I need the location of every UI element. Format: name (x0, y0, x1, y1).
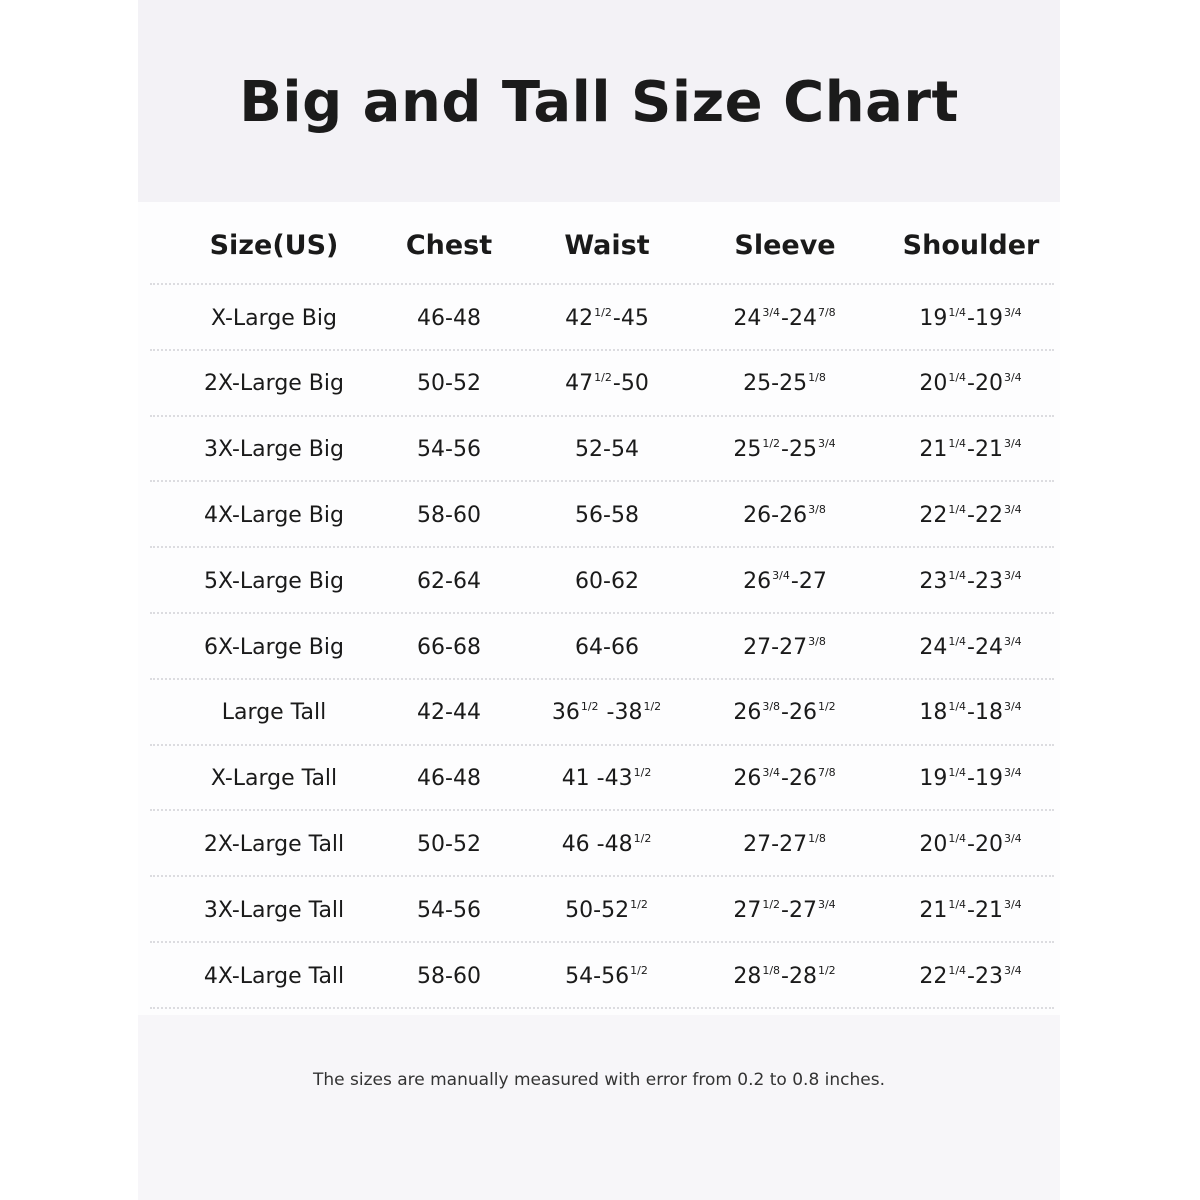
row-divider (150, 941, 1054, 943)
cell-shoulder: 211/4-213/4 (919, 897, 1022, 923)
cell-sleeve: 263/4-267/8 (733, 766, 836, 792)
table-row: X-Large Big 46-48 421/2-45 243/4-247/8 191/4… (150, 285, 1054, 351)
cell-shoulder: 221/4-233/4 (919, 963, 1022, 989)
size-chart-card: Big and Tall Size Chart Size(US) Chest Wai… (138, 0, 1060, 1200)
cell-chest: 58-60 (417, 502, 481, 528)
cell-shoulder: 231/4-233/4 (919, 568, 1022, 594)
row-divider (150, 677, 1054, 680)
table-row: 3X-Large Big 54-56 52-54 251/2-253/4 211/4-2… (150, 417, 1054, 483)
row-divider (150, 1006, 1054, 1009)
cell-shoulder: 241/4-243/4 (919, 634, 1022, 660)
header-band: Big and Tall Size Chart (138, 0, 1060, 202)
table-row: 6X-Large Big 66-68 64-66 27-273/8 241/4-243/… (150, 614, 1054, 680)
table-row: Large Tall 42-44 361/2 -381/2 263/8-261/2 18… (150, 680, 1054, 746)
page-title: Big and Tall Size Chart (239, 70, 959, 135)
cell-shoulder: 191/4-193/4 (919, 766, 1022, 792)
cell-chest: 58-60 (417, 963, 481, 989)
footnote: The sizes are manually measured with err… (312, 1070, 885, 1090)
cell-size: 4X-Large Big (204, 502, 344, 528)
cell-sleeve: 27-271/8 (743, 831, 826, 857)
cell-waist: 361/2 -381/2 (551, 700, 662, 726)
cell-chest: 54-56 (417, 897, 481, 923)
cell-shoulder: 201/4-203/4 (919, 831, 1022, 857)
cell-waist: 41 -431/2 (561, 766, 652, 792)
table-row: 4X-Large Big 58-60 56-58 26-263/8 221/4-223/… (150, 482, 1054, 548)
cell-size: Large Tall (221, 700, 327, 726)
column-header-size: Size(US) (209, 229, 339, 261)
cell-waist: 60-62 (575, 568, 639, 594)
cell-shoulder: 221/4-223/4 (919, 502, 1022, 528)
cell-sleeve: 251/2-253/4 (733, 437, 836, 463)
cell-waist: 54-561/2 (565, 963, 648, 989)
cell-chest: 66-68 (417, 634, 481, 660)
column-header-sleeve: Sleeve (734, 229, 836, 261)
cell-size: 6X-Large Big (204, 634, 344, 660)
column-header-waist: Waist (564, 229, 650, 261)
table-row: 2X-Large Big 50-52 471/2-50 25-251/8 201/4-2… (150, 351, 1054, 417)
table-row: 2X-Large Tall 50-52 46 -481/2 27-271/8 201/4… (150, 811, 1054, 877)
table-row: 4X-Large Tall 58-60 54-561/2 281/8-281/2 221… (150, 943, 1054, 1009)
table-header-row: Size(US) Chest Waist Sleeve Shoulder (150, 212, 1054, 278)
cell-size: 3X-Large Big (204, 437, 344, 463)
cell-waist: 52-54 (575, 437, 639, 463)
cell-chest: 62-64 (417, 568, 481, 594)
table-row: 3X-Large Tall 54-56 50-521/2 271/2-273/4 211… (150, 877, 1054, 943)
cell-sleeve: 271/2-273/4 (733, 897, 836, 923)
cell-chest: 46-48 (417, 766, 481, 792)
cell-size: 4X-Large Tall (203, 963, 345, 989)
cell-size: 3X-Large Tall (203, 897, 345, 923)
row-divider (150, 283, 1054, 285)
cell-sleeve: 281/8-281/2 (733, 963, 836, 989)
row-divider (150, 546, 1054, 549)
cell-waist: 421/2-45 (565, 305, 649, 331)
cell-chest: 46-48 (417, 305, 481, 331)
cell-waist: 64-66 (575, 634, 639, 660)
cell-waist: 56-58 (575, 502, 639, 528)
cell-waist: 471/2-50 (565, 371, 649, 397)
cell-sleeve: 27-273/8 (743, 634, 826, 660)
cell-chest: 50-52 (417, 371, 481, 397)
cell-shoulder: 191/4-193/4 (919, 305, 1022, 331)
cell-size: X-Large Big (211, 305, 337, 331)
row-divider (150, 480, 1054, 483)
cell-size: 2X-Large Tall (203, 831, 345, 857)
cell-shoulder: 181/4-183/4 (919, 700, 1022, 726)
cell-sleeve: 25-251/8 (743, 371, 826, 397)
cell-shoulder: 211/4-213/4 (919, 437, 1022, 463)
cell-size: X-Large Tall (210, 766, 338, 792)
row-divider (150, 348, 1054, 351)
cell-chest: 42-44 (417, 700, 481, 726)
row-divider (150, 612, 1054, 614)
cell-sleeve: 243/4-247/8 (733, 305, 836, 331)
cell-size: 2X-Large Big (204, 371, 344, 397)
column-header-chest: Chest (405, 229, 493, 261)
row-divider (150, 809, 1054, 812)
row-divider (150, 743, 1054, 746)
table-row: X-Large Tall 46-48 41 -431/2 263/4-267/8 191… (150, 746, 1054, 812)
cell-chest: 50-52 (417, 831, 481, 857)
cell-waist: 50-521/2 (565, 897, 648, 923)
cell-sleeve: 26-263/8 (743, 502, 826, 528)
row-divider (150, 414, 1054, 417)
row-divider (150, 875, 1054, 878)
cell-shoulder: 201/4-203/4 (919, 371, 1022, 397)
cell-chest: 54-56 (417, 437, 481, 463)
cell-sleeve: 263/8-261/2 (733, 700, 836, 726)
cell-size: 5X-Large Big (204, 568, 344, 594)
cell-waist: 46 -481/2 (561, 831, 652, 857)
cell-sleeve: 263/4-27 (743, 568, 827, 594)
column-header-shoulder: Shoulder (902, 229, 1040, 261)
size-table: Size(US) Chest Waist Sleeve Shoulder X-Large … (138, 202, 1060, 1015)
table-row: 5X-Large Big 62-64 60-62 263/4-27 231/4-233/… (150, 548, 1054, 614)
